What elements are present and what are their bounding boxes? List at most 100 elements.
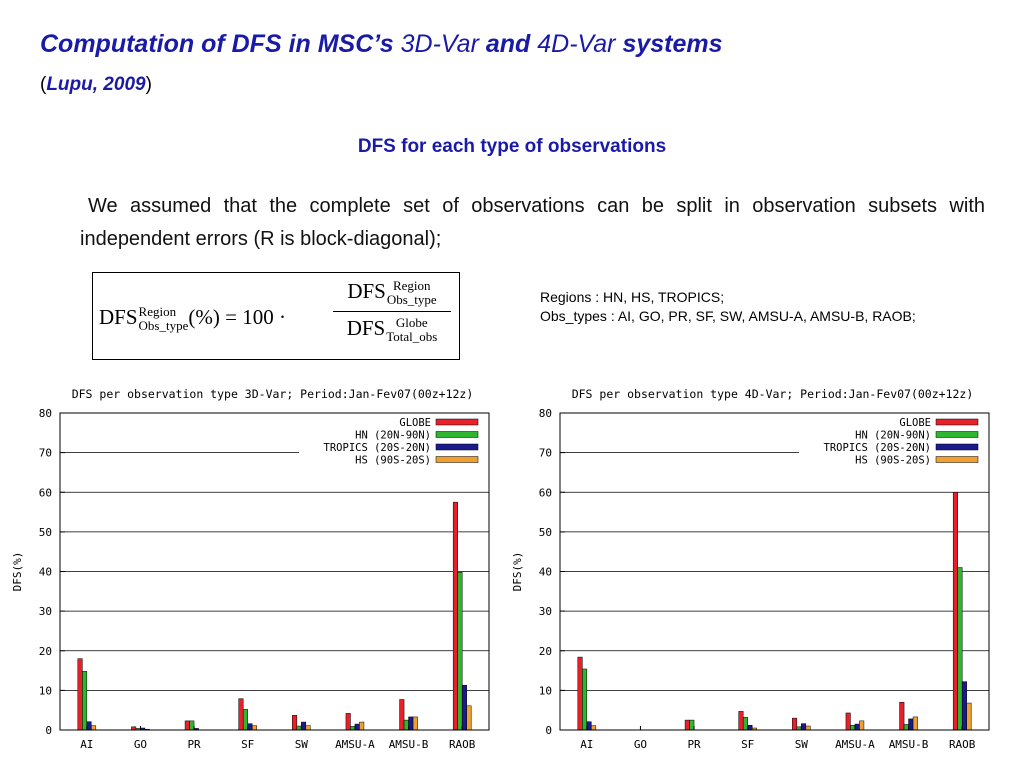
bar-sf-0 bbox=[738, 711, 744, 731]
bar-amsu-a-2 bbox=[854, 723, 860, 731]
legend-label: GLOBE bbox=[399, 417, 431, 429]
bar-amsu-b-2 bbox=[908, 718, 914, 731]
bar-amsu-a-0 bbox=[845, 712, 851, 731]
title-part-4: 4D-Var bbox=[537, 30, 616, 58]
bar-sw-3 bbox=[305, 725, 311, 731]
x-tick-label: AI bbox=[580, 738, 593, 751]
formula-lhs-base: DFS bbox=[99, 305, 138, 329]
title-part-1: Computation of DFS in MSC’s bbox=[40, 30, 401, 58]
bar-sf-3 bbox=[251, 725, 257, 731]
y-tick-label: 60 bbox=[39, 486, 52, 499]
x-tick-label: AMSU-A bbox=[335, 738, 375, 751]
bar-amsu-a-0 bbox=[345, 713, 351, 731]
slide-title: Computation of DFS in MSC’s 3D-Var and 4… bbox=[40, 30, 723, 59]
obs-types-note: Obs_types : AI, GO, PR, SF, SW, AMSU-A, … bbox=[540, 308, 916, 324]
title-part-3: and bbox=[478, 30, 538, 58]
bar-raob-1 bbox=[457, 572, 463, 731]
bar-amsu-b-3 bbox=[912, 716, 918, 731]
y-tick-label: 80 bbox=[39, 407, 52, 420]
y-tick-label: 20 bbox=[39, 645, 52, 658]
y-tick-label: 70 bbox=[39, 447, 52, 460]
regions-note: Regions : HN, HS, TROPICS; bbox=[540, 289, 725, 305]
formula-lhs-sup: Region bbox=[138, 304, 177, 320]
bar-pr-1 bbox=[689, 719, 695, 731]
plot-frame bbox=[559, 412, 990, 731]
y-tick-label: 50 bbox=[539, 526, 552, 539]
bar-ai-1 bbox=[582, 668, 588, 731]
bar-raob-0 bbox=[452, 501, 458, 731]
formula-num-sub: Obs_type bbox=[386, 292, 437, 308]
chart-3dvar: DFS per observation type 3D-Var; Period:… bbox=[11, 387, 490, 751]
x-tick-label: AMSU-B bbox=[889, 738, 929, 751]
legend-swatch bbox=[935, 418, 979, 426]
bar-amsu-a-3 bbox=[359, 721, 365, 731]
bar-raob-0 bbox=[952, 492, 958, 731]
formula-num-sup: Region bbox=[392, 278, 431, 294]
bar-amsu-b-1 bbox=[903, 724, 909, 731]
bar-sw-3 bbox=[805, 725, 811, 731]
bar-sw-2 bbox=[801, 723, 807, 731]
x-tick-label: RAOB bbox=[449, 738, 476, 751]
x-tick-label: RAOB bbox=[949, 738, 976, 751]
x-tick-label: PR bbox=[687, 738, 701, 751]
bar-ai-0 bbox=[577, 656, 583, 731]
formula-lhs-tail: (%) = 100 · bbox=[188, 305, 286, 329]
subtitle-open: ( bbox=[40, 74, 47, 95]
bar-ai-2 bbox=[86, 721, 92, 731]
bar-amsu-b-3 bbox=[412, 716, 418, 731]
legend-label: HS (90S-20S) bbox=[855, 455, 931, 467]
bar-sf-0 bbox=[238, 698, 244, 731]
subtitle-citation: Lupu, 2009 bbox=[46, 74, 146, 95]
x-tick-label: AMSU-A bbox=[835, 738, 875, 751]
slide-subtitle: (Lupu, 2009) bbox=[40, 74, 152, 96]
bar-sf-2 bbox=[747, 724, 753, 731]
formula-numerator: DFS Region Obs_type bbox=[333, 278, 451, 313]
y-tick-label: 30 bbox=[539, 605, 552, 618]
formula-den-sub: Total_obs bbox=[386, 329, 438, 345]
legend-swatch bbox=[435, 443, 479, 451]
bar-raob-2 bbox=[961, 681, 967, 731]
bar-raob-2 bbox=[461, 684, 467, 731]
bar-ai-0 bbox=[77, 658, 83, 731]
bar-sw-2 bbox=[301, 721, 307, 731]
bar-ai-1 bbox=[82, 671, 88, 731]
bar-sf-1 bbox=[242, 709, 248, 731]
y-tick-label: 60 bbox=[539, 486, 552, 499]
legend-label: GLOBE bbox=[899, 417, 931, 429]
bar-ai-3 bbox=[91, 725, 97, 731]
legend-swatch bbox=[935, 456, 979, 463]
legend-label: HN (20N-90N) bbox=[355, 430, 431, 442]
bar-sf-1 bbox=[742, 717, 748, 731]
x-tick-label: PR bbox=[187, 738, 201, 751]
chart-title: DFS per observation type 4D-Var; Period:… bbox=[572, 387, 974, 401]
description-paragraph: We assumed that the complete set of obse… bbox=[80, 195, 985, 250]
subtitle-close: ) bbox=[145, 74, 152, 95]
bar-amsu-a-1 bbox=[850, 724, 856, 731]
y-axis-label: DFS(%) bbox=[11, 552, 24, 592]
section-title: DFS for each type of observations bbox=[357, 136, 667, 157]
bar-sw-0 bbox=[292, 715, 298, 731]
definitions-notes: Regions : HN, HS, TROPICS; Obs_types : A… bbox=[540, 288, 916, 326]
bar-amsu-a-1 bbox=[350, 726, 356, 731]
plot-frame bbox=[59, 412, 490, 731]
legend-swatch bbox=[435, 456, 479, 463]
bar-ai-3 bbox=[591, 725, 597, 731]
formula-den-base: DFS bbox=[346, 316, 386, 341]
x-tick-label: SF bbox=[741, 738, 754, 751]
y-tick-label: 40 bbox=[539, 566, 552, 579]
legend-swatch bbox=[435, 431, 479, 438]
formula-lhs: DFS Region Obs_type (%) = 100 · bbox=[99, 305, 286, 333]
bar-sw-1 bbox=[296, 725, 302, 731]
chart-4dvar: DFS per observation type 4D-Var; Period:… bbox=[511, 387, 990, 751]
formula-fraction: DFS Region Obs_type DFS Globe Total_obs bbox=[333, 279, 451, 344]
bar-amsu-b-2 bbox=[408, 716, 414, 731]
dfs-formula: DFS Region Obs_type (%) = 100 · DFS Region Ob… bbox=[92, 272, 460, 360]
y-tick-label: 80 bbox=[539, 407, 552, 420]
legend-swatch bbox=[935, 431, 979, 438]
x-tick-label: SW bbox=[295, 738, 309, 751]
y-tick-label: 0 bbox=[545, 724, 552, 737]
formula-denominator: DFS Globe Total_obs bbox=[333, 312, 451, 344]
x-tick-label: GO bbox=[134, 738, 147, 751]
bar-raob-3 bbox=[466, 705, 472, 731]
legend-label: TROPICS (20S-20N) bbox=[824, 442, 931, 454]
